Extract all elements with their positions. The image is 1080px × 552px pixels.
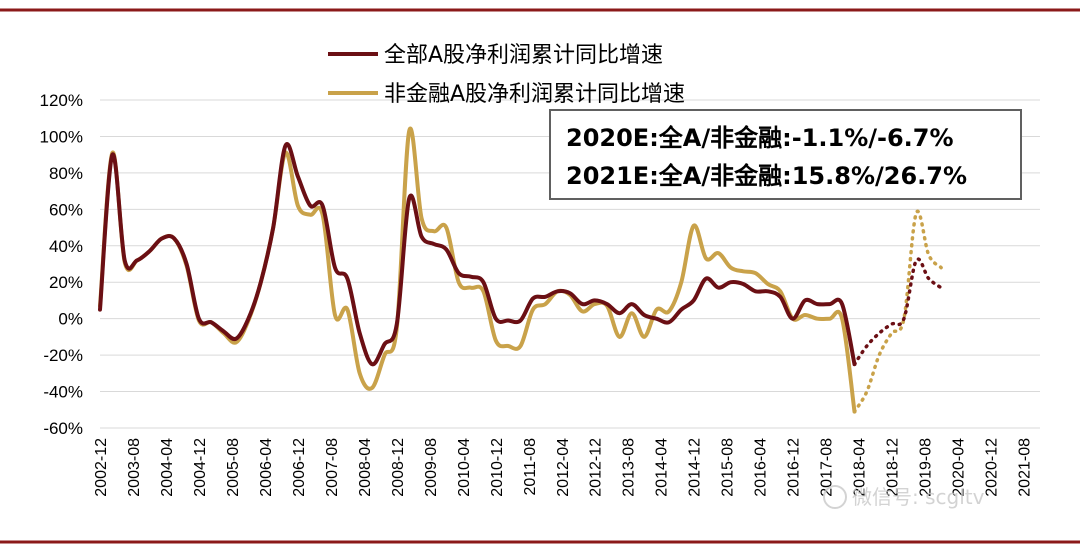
x-tick-label: 2016-04	[753, 438, 770, 497]
series-line-all-a	[98, 142, 857, 367]
x-tick-label: 2010-12	[489, 438, 506, 497]
y-tick-label: 0%	[58, 310, 83, 329]
y-tick-label: -20%	[43, 346, 83, 365]
series-forecast-all-a	[852, 257, 943, 366]
y-axis-ticks: 120% 100% 80% 60% 40% 20% 0% -20% -40% -60%	[40, 91, 83, 438]
watermark: 微信号: scgltv	[823, 485, 985, 509]
x-tick-label: 2014-04	[654, 438, 671, 497]
x-tick-label: 2019-08	[918, 438, 935, 497]
x-tick-label: 2015-08	[720, 438, 737, 497]
x-axis-ticks: 2002-12 2003-08 2004-04 2004-12 2005-08 2006-…	[93, 438, 1034, 497]
x-tick-label: 2011-08	[522, 438, 539, 496]
x-tick-label: 2021-08	[1017, 438, 1034, 497]
annotation-line-2: 2021E:全A/非金融:15.8%/26.7%	[566, 162, 967, 190]
x-tick-label: 2018-04	[852, 438, 869, 497]
x-tick-label: 2016-12	[786, 438, 803, 497]
x-tick-label: 2004-04	[159, 438, 176, 497]
legend-label-all: 全部A股净利润累计同比增速	[384, 43, 663, 68]
forecast-annotation: 2020E:全A/非金融:-1.1%/-6.7% 2021E:全A/非金融:15…	[549, 109, 1022, 200]
x-tick-label: 2012-12	[588, 438, 605, 497]
y-tick-label: 20%	[49, 273, 83, 292]
x-tick-label: 2017-08	[819, 438, 836, 497]
x-tick-label: 2020-12	[984, 438, 1001, 497]
x-tick-label: 2003-08	[126, 438, 143, 497]
y-tick-label: 80%	[49, 164, 83, 183]
x-tick-label: 2007-08	[324, 438, 341, 497]
x-tick-label: 2008-04	[357, 438, 374, 497]
y-tick-label: 120%	[40, 91, 83, 110]
y-tick-label: -60%	[43, 419, 83, 438]
x-tick-label: 2010-04	[456, 438, 473, 497]
y-tick-label: -40%	[43, 383, 83, 402]
y-tick-label: 60%	[49, 200, 83, 219]
annotation-line-1: 2020E:全A/非金融:-1.1%/-6.7%	[566, 124, 954, 152]
watermark-text: 微信号: scgltv	[852, 485, 985, 509]
series-lines	[98, 126, 943, 414]
annotation-box	[549, 109, 1022, 200]
wechat-icon	[823, 485, 847, 509]
x-tick-label: 2008-12	[390, 438, 407, 497]
x-tick-label: 2018-12	[885, 438, 902, 497]
x-tick-label: 2002-12	[93, 438, 110, 497]
x-tick-label: 2009-08	[423, 438, 440, 497]
x-tick-label: 2014-12	[687, 438, 704, 497]
series-forecast-nonfin	[852, 209, 943, 414]
x-tick-label: 2020-04	[951, 438, 968, 497]
legend-label-nonfin: 非金融A股净利润累计同比增速	[384, 82, 685, 107]
x-tick-label: 2005-08	[225, 438, 242, 497]
legend: 全部A股净利润累计同比增速 非金融A股净利润累计同比增速	[328, 43, 685, 107]
y-tick-label: 100%	[40, 127, 83, 146]
x-tick-label: 2004-12	[192, 438, 209, 497]
x-tick-label: 2012-04	[555, 438, 572, 497]
x-tick-label: 2006-04	[258, 438, 275, 497]
x-tick-label: 2006-12	[291, 438, 308, 497]
y-tick-label: 40%	[49, 237, 83, 256]
x-tick-label: 2013-08	[621, 438, 638, 497]
